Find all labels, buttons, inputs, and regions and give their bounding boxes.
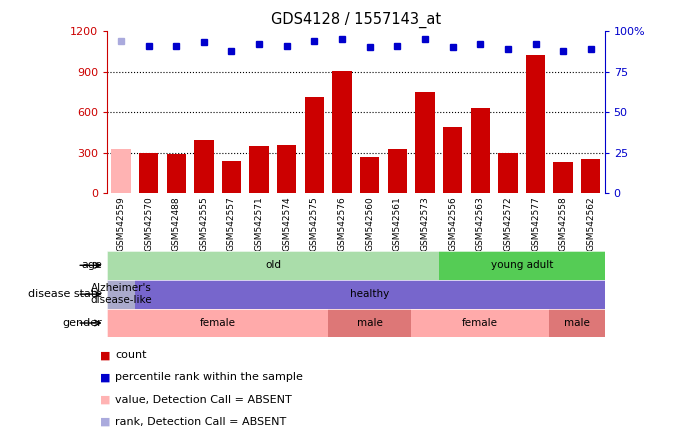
Bar [305, 97, 324, 193]
Text: ■: ■ [100, 350, 111, 360]
Bar [249, 146, 269, 193]
Title: GDS4128 / 1557143_at: GDS4128 / 1557143_at [271, 12, 441, 28]
Bar [439, 251, 605, 280]
Bar [222, 162, 241, 193]
Bar [332, 71, 352, 193]
Text: male: male [357, 318, 383, 328]
Bar [549, 309, 605, 337]
Bar [107, 280, 135, 309]
Text: healthy: healthy [350, 289, 389, 299]
Text: Alzheimer's
disease-like: Alzheimer's disease-like [90, 283, 152, 305]
Text: male: male [564, 318, 590, 328]
Text: female: female [200, 318, 236, 328]
Text: old: old [265, 260, 281, 270]
Bar [443, 127, 462, 193]
Text: rank, Detection Call = ABSENT: rank, Detection Call = ABSENT [115, 417, 287, 427]
Bar [107, 309, 328, 337]
Bar [526, 56, 545, 193]
Bar [277, 145, 296, 193]
Text: gender: gender [62, 318, 102, 328]
Text: female: female [462, 318, 498, 328]
Text: ■: ■ [100, 395, 111, 404]
Text: young adult: young adult [491, 260, 553, 270]
Bar [498, 153, 518, 193]
Text: ■: ■ [100, 373, 111, 382]
Bar [415, 92, 435, 193]
Bar [360, 157, 379, 193]
Bar [194, 140, 214, 193]
Bar [139, 153, 158, 193]
Bar [471, 108, 490, 193]
Bar [107, 251, 439, 280]
Text: ■: ■ [100, 417, 111, 427]
Bar [553, 162, 573, 193]
Bar [388, 149, 407, 193]
Bar [167, 154, 186, 193]
Text: disease state: disease state [28, 289, 102, 299]
Text: age: age [82, 260, 102, 270]
Text: count: count [115, 350, 147, 360]
Bar [581, 159, 600, 193]
Bar [328, 309, 411, 337]
Bar [111, 149, 131, 193]
Text: value, Detection Call = ABSENT: value, Detection Call = ABSENT [115, 395, 292, 404]
Bar [411, 309, 549, 337]
Text: percentile rank within the sample: percentile rank within the sample [115, 373, 303, 382]
